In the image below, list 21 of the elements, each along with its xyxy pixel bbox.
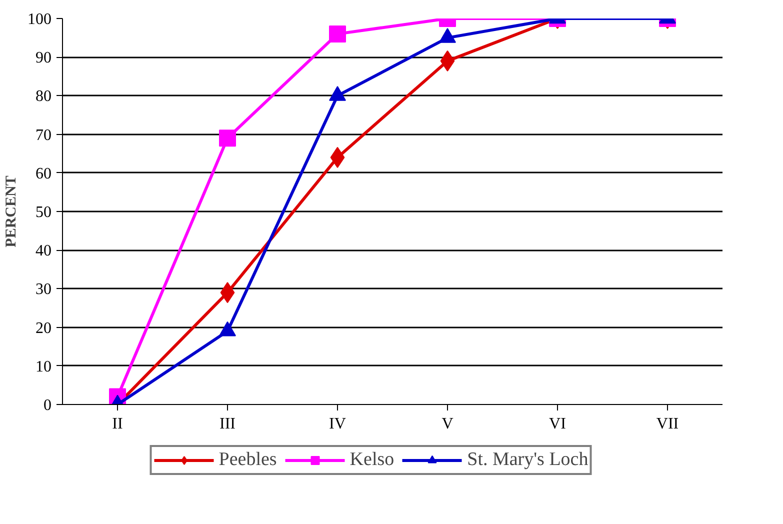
y-tick-label: 70 <box>36 126 52 144</box>
y-tick-label: 10 <box>36 358 52 376</box>
x-tick-label: II <box>112 416 123 432</box>
x-tick-label: III <box>220 416 236 432</box>
legend-label: St. Mary's Loch <box>467 449 588 471</box>
y-tick-label: 20 <box>36 320 52 337</box>
y-tick-label: 80 <box>36 88 52 106</box>
x-tick-label: V <box>442 416 454 432</box>
y-tick-label: 0 <box>44 397 52 414</box>
legend-label: Peebles <box>218 449 277 471</box>
legend-label: Kelso <box>350 449 394 471</box>
x-tick-label: VI <box>549 416 566 432</box>
y-tick-label: 40 <box>36 242 52 260</box>
y-tick-label: 100 <box>28 11 52 28</box>
x-tick-label: VII <box>656 416 679 432</box>
y-tick-label: 90 <box>36 50 52 67</box>
y-tick-label: 60 <box>36 165 52 182</box>
x-tick-label: IV <box>329 416 346 432</box>
y-tick-label: 50 <box>36 204 52 221</box>
y-tick-label: 30 <box>36 281 52 298</box>
y-axis-title: PERCENT <box>4 176 20 248</box>
